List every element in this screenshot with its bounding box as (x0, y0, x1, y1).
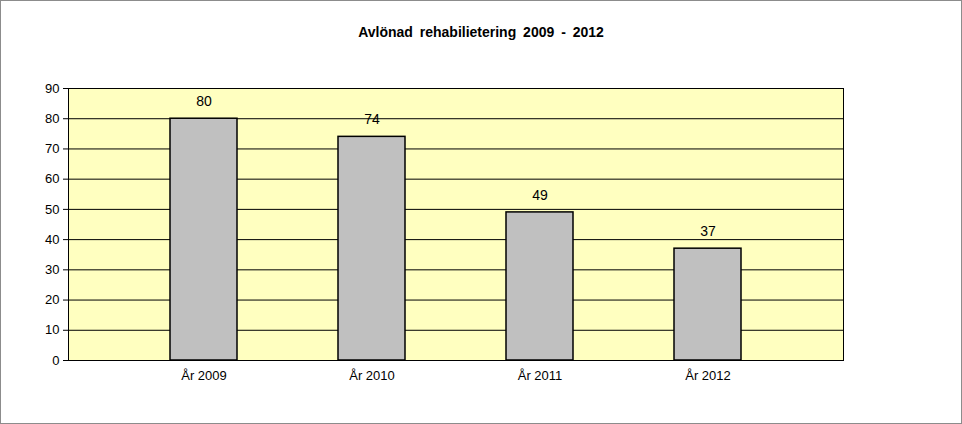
svg-text:År 2010: År 2010 (349, 368, 395, 383)
svg-text:0: 0 (52, 353, 59, 368)
svg-text:70: 70 (45, 141, 59, 156)
svg-text:30: 30 (45, 262, 59, 277)
svg-text:80: 80 (196, 93, 212, 109)
html-text:Avlönad rehabilietering 2009 -: Avlönad rehabilietering 2009 - 2012 (358, 24, 604, 40)
svg-text:40: 40 (45, 232, 59, 247)
svg-text:År 2009: År 2009 (181, 368, 227, 383)
svg-text:49: 49 (532, 187, 548, 203)
svg-text:10: 10 (45, 322, 59, 337)
svg-text:År 2011: År 2011 (518, 368, 563, 383)
svg-text:50: 50 (45, 202, 59, 217)
svg-text:37: 37 (700, 223, 716, 239)
svg-text:74: 74 (364, 111, 380, 127)
svg-text:80: 80 (45, 111, 59, 126)
svg-text:20: 20 (45, 292, 59, 307)
svg-text:60: 60 (45, 171, 59, 186)
svg-text:År 2012: År 2012 (685, 368, 731, 383)
svg-text:90: 90 (45, 81, 59, 96)
